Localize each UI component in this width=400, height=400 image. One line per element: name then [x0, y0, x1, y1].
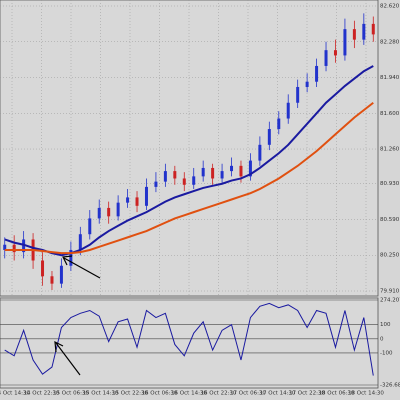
candle-body	[116, 202, 120, 217]
x-tick-label: 16 Oct 06:30	[142, 391, 178, 397]
candle-body	[88, 218, 92, 235]
oscillator-line	[4, 302, 374, 376]
candle-body	[230, 165, 234, 172]
candle-body	[343, 29, 347, 56]
candle-body	[211, 167, 215, 179]
y-tick-label: -326.6895	[380, 383, 400, 389]
y-tick-label: 82.280	[380, 39, 400, 45]
y-tick-label: -100	[380, 350, 393, 356]
x-tick-label: 18 Oct 14:30	[348, 391, 384, 397]
y-tick-label: 81.600	[380, 111, 400, 117]
candle-body	[333, 50, 337, 56]
x-tick-label: 16 Oct 22:30	[201, 391, 237, 397]
x-tick-label: 17 Oct 06:30	[230, 391, 266, 397]
candle-body	[78, 234, 82, 250]
y-tick-label: 81.940	[380, 75, 400, 81]
y-tick-label: 79.910	[380, 289, 400, 295]
y-tick-label: 0	[380, 336, 384, 342]
arrow	[54, 340, 81, 376]
x-tick-label: 18 Oct 06:30	[319, 391, 355, 397]
y-tick-label: 80.250	[380, 253, 400, 259]
y-tick-label: 82.620	[380, 4, 400, 10]
candle-body	[277, 118, 281, 130]
candle-body	[239, 165, 243, 177]
candle-body	[315, 65, 319, 82]
candle-body	[220, 171, 224, 179]
candle-body	[135, 197, 139, 206]
candle-body	[144, 186, 148, 206]
candle-body	[163, 171, 167, 182]
candle-body	[352, 29, 356, 40]
candle-body	[107, 207, 111, 217]
candle-body	[12, 244, 16, 253]
candle-body	[201, 167, 205, 177]
candle-body	[3, 244, 7, 250]
x-tick-label: 16 Oct 14:30	[171, 391, 207, 397]
x-tick-label: 15 Oct 06:30	[53, 391, 89, 397]
moving-average	[4, 101, 374, 255]
candle-body	[296, 86, 300, 103]
candle-body	[248, 160, 252, 177]
candle-body	[97, 207, 101, 219]
y-tick-label: 81.260	[380, 147, 400, 153]
y-tick-label: 274.2077	[380, 298, 400, 304]
candle-body	[324, 50, 328, 66]
candle-body	[69, 249, 73, 266]
candle-body	[258, 144, 262, 161]
moving-average	[4, 65, 374, 257]
x-tick-label: 14 Oct 14:30	[0, 391, 30, 397]
arrow	[62, 255, 101, 279]
y-tick-label: 100	[380, 322, 391, 328]
candle-body	[286, 102, 290, 119]
y-tick-label: 80.930	[380, 181, 400, 187]
candle-body	[126, 197, 130, 203]
candle-body	[362, 23, 366, 40]
y-tick-label: 80.590	[380, 217, 400, 223]
candle-body	[182, 178, 186, 185]
candle-body	[173, 171, 177, 179]
candle-body	[154, 181, 158, 187]
candle-body	[50, 276, 54, 284]
candle-body	[305, 81, 309, 87]
candle-body	[267, 129, 271, 145]
candle-body	[192, 176, 196, 185]
x-tick-label: 17 Oct 14:30	[260, 391, 296, 397]
candle-body	[371, 23, 375, 35]
x-tick-label: 17 Oct 22:30	[289, 391, 325, 397]
x-tick-label: 14 Oct 22:30	[24, 391, 60, 397]
x-tick-label: 15 Oct 22:30	[112, 391, 148, 397]
candle-body	[59, 265, 63, 284]
x-tick-label: 15 Oct 14:30	[83, 391, 119, 397]
candle-body	[41, 260, 45, 277]
